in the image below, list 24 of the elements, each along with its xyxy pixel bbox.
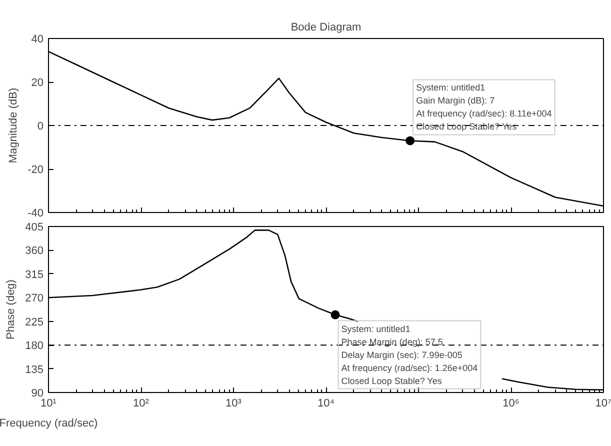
chart-title: Bode Diagram (290, 22, 362, 34)
y-tick-label: 40 (31, 34, 44, 46)
x-tick-label: 10² (133, 398, 150, 410)
annotation: System: untitled1 Gain Margin (dB): 7 At frequency (rad/sec): 8.11e+004 Closed Loop Stable? Yes (416, 82, 552, 132)
y-tick-label: 0 (37, 120, 44, 132)
y-tick-label: 315 (25, 268, 44, 281)
y-tick-label: -40 (28, 208, 44, 220)
y-axis-title: Phase (deg) (5, 280, 18, 340)
x-tick-label: 10¹ (40, 398, 57, 410)
y-tick-label: -20 (28, 164, 44, 176)
x-axis-title: Frequency (rad/sec) (0, 418, 98, 430)
y-tick-label: 180 (25, 340, 44, 352)
x-tick-label: 10³ (226, 398, 242, 410)
x-tick-label: 10⁷ (595, 398, 611, 410)
y-tick-label: 90 (31, 388, 44, 400)
y-tick-label: 20 (31, 77, 44, 89)
y-axis-title: Magnitude (dB) (8, 88, 20, 164)
y-tick-label: 360 (25, 245, 44, 258)
y-tick-label: 135 (25, 364, 44, 376)
y-tick-label: 270 (25, 292, 44, 305)
y-tick-label: 225 (25, 316, 44, 328)
y-tick-label: 405 (25, 222, 44, 234)
x-tick-label: 10⁶ (502, 398, 520, 410)
x-tick-label: 10⁴ (318, 398, 335, 410)
